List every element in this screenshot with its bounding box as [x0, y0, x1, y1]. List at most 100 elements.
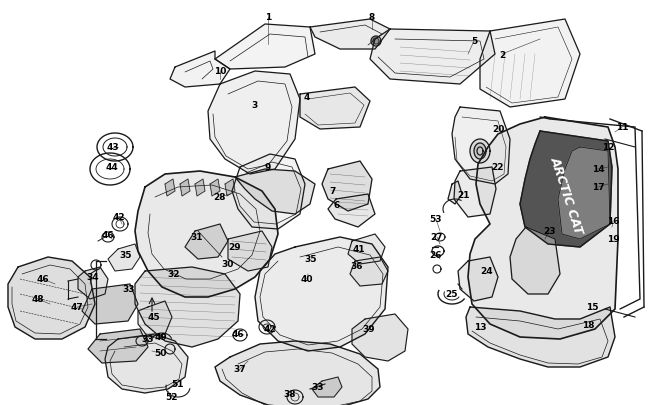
Polygon shape	[468, 118, 618, 339]
Text: 46: 46	[231, 330, 244, 339]
Text: 42: 42	[112, 213, 125, 222]
Text: 20: 20	[492, 125, 504, 134]
Text: 11: 11	[616, 123, 629, 132]
Polygon shape	[300, 88, 370, 130]
Text: 10: 10	[214, 67, 226, 76]
Text: 17: 17	[592, 183, 604, 192]
Text: 50: 50	[154, 349, 166, 358]
Text: 33: 33	[312, 383, 324, 392]
Text: 31: 31	[190, 233, 203, 242]
Polygon shape	[108, 244, 140, 271]
Text: 35: 35	[305, 255, 317, 264]
Text: 42: 42	[264, 325, 276, 334]
Text: 28: 28	[214, 193, 226, 202]
Polygon shape	[371, 37, 381, 47]
Text: 6: 6	[334, 201, 340, 210]
Text: 44: 44	[105, 163, 118, 172]
Polygon shape	[370, 30, 495, 85]
Text: 39: 39	[363, 325, 375, 334]
Text: ARCTIC CAT: ARCTIC CAT	[549, 154, 586, 235]
Text: 24: 24	[481, 267, 493, 276]
Text: 45: 45	[148, 313, 161, 322]
Polygon shape	[135, 267, 240, 347]
Polygon shape	[350, 257, 388, 286]
Polygon shape	[470, 140, 490, 164]
Text: 53: 53	[430, 215, 442, 224]
Polygon shape	[322, 162, 372, 211]
Text: 29: 29	[229, 243, 241, 252]
Text: 30: 30	[222, 260, 234, 269]
Polygon shape	[105, 334, 188, 393]
Polygon shape	[228, 231, 272, 271]
Text: 35: 35	[120, 250, 132, 259]
Polygon shape	[348, 234, 385, 264]
Polygon shape	[452, 108, 510, 185]
Text: 23: 23	[543, 227, 555, 236]
Polygon shape	[208, 72, 300, 175]
Text: 8: 8	[369, 13, 375, 22]
Text: 25: 25	[446, 290, 458, 299]
Polygon shape	[135, 172, 278, 297]
Polygon shape	[466, 307, 615, 367]
Text: 19: 19	[606, 235, 619, 244]
Polygon shape	[373, 39, 379, 45]
Polygon shape	[232, 155, 305, 230]
Text: 46: 46	[101, 231, 114, 240]
Polygon shape	[458, 257, 498, 301]
Text: 3: 3	[252, 100, 258, 109]
Polygon shape	[138, 301, 172, 337]
Text: 22: 22	[491, 163, 503, 172]
Polygon shape	[8, 257, 95, 339]
Text: 13: 13	[474, 323, 486, 332]
Text: 12: 12	[602, 143, 614, 152]
Text: 48: 48	[32, 295, 44, 304]
Text: 38: 38	[284, 390, 296, 399]
Text: 40: 40	[301, 275, 313, 284]
Polygon shape	[454, 168, 496, 217]
Text: 26: 26	[430, 250, 442, 259]
Text: 21: 21	[457, 191, 469, 200]
Text: 9: 9	[265, 163, 271, 172]
Text: 4: 4	[304, 92, 310, 101]
Text: 51: 51	[172, 379, 184, 388]
Text: 7: 7	[330, 187, 336, 196]
Polygon shape	[480, 20, 580, 108]
Text: 18: 18	[582, 321, 594, 330]
Text: 41: 41	[353, 245, 365, 254]
Polygon shape	[474, 144, 486, 160]
Text: 14: 14	[592, 165, 604, 174]
Polygon shape	[520, 132, 612, 247]
Polygon shape	[312, 377, 342, 397]
Polygon shape	[165, 179, 175, 196]
Text: 5: 5	[471, 37, 477, 47]
Text: 1: 1	[265, 13, 271, 22]
Text: 36: 36	[351, 262, 363, 271]
Text: 52: 52	[166, 392, 178, 401]
Polygon shape	[180, 179, 190, 196]
Polygon shape	[170, 52, 230, 88]
Polygon shape	[210, 179, 220, 196]
Polygon shape	[78, 267, 108, 299]
Text: 33: 33	[123, 285, 135, 294]
Text: 15: 15	[586, 303, 598, 312]
Text: 33: 33	[142, 335, 154, 344]
Polygon shape	[215, 25, 315, 70]
Polygon shape	[510, 228, 560, 294]
Polygon shape	[195, 179, 205, 196]
Polygon shape	[310, 20, 390, 50]
Polygon shape	[352, 314, 408, 361]
Text: 27: 27	[431, 233, 443, 242]
Text: 49: 49	[155, 333, 168, 342]
Polygon shape	[448, 181, 462, 205]
Text: 2: 2	[499, 50, 505, 60]
Polygon shape	[225, 179, 235, 196]
Polygon shape	[558, 148, 610, 239]
Text: 16: 16	[606, 217, 619, 226]
Polygon shape	[88, 329, 148, 363]
Text: 46: 46	[36, 275, 49, 284]
Text: 37: 37	[234, 364, 246, 373]
Text: 47: 47	[71, 303, 83, 312]
Polygon shape	[185, 224, 228, 259]
Text: 34: 34	[86, 273, 99, 282]
Polygon shape	[235, 170, 315, 215]
